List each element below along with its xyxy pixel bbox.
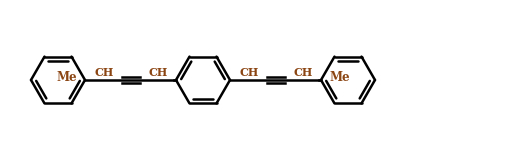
- Text: CH: CH: [239, 67, 259, 78]
- Text: Me: Me: [329, 71, 350, 84]
- Text: Me: Me: [56, 71, 77, 84]
- Text: CH: CH: [294, 67, 313, 78]
- Text: CH: CH: [94, 67, 114, 78]
- Text: CH: CH: [148, 67, 167, 78]
